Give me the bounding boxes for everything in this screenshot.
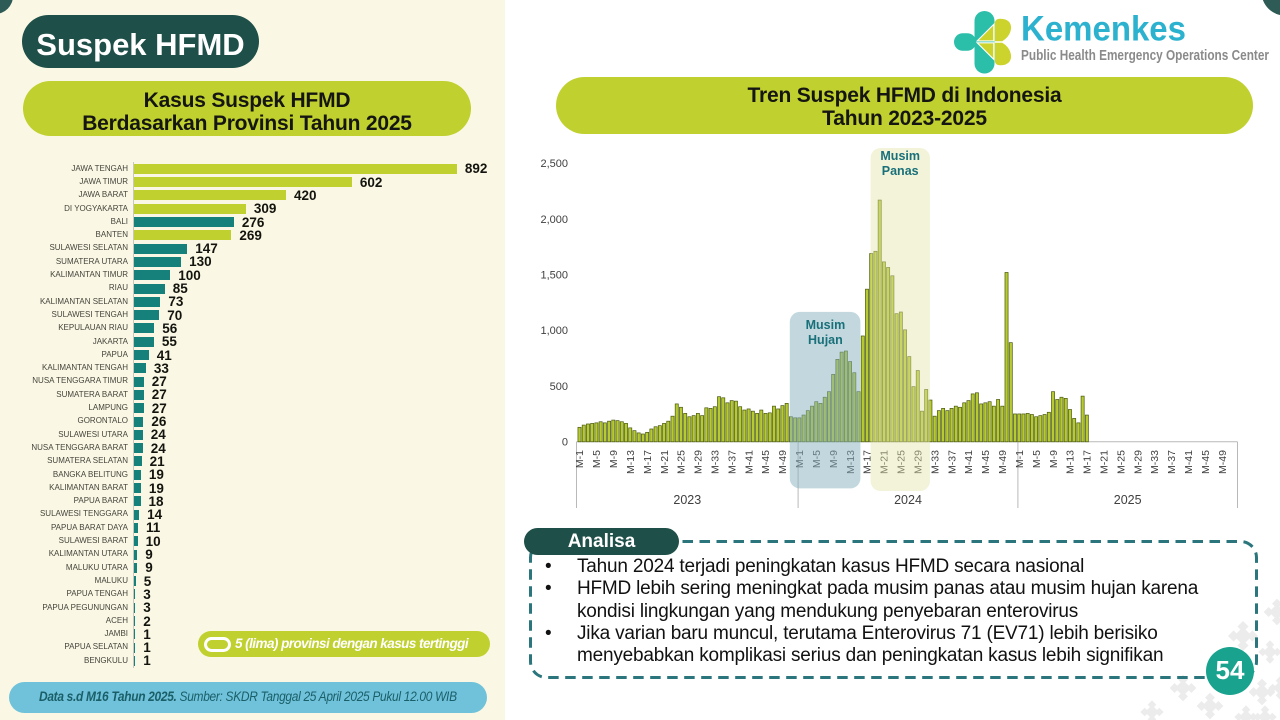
svg-text:M-41: M-41 xyxy=(963,450,975,474)
svg-text:M-1: M-1 xyxy=(574,450,586,468)
svg-text:M-37: M-37 xyxy=(1166,450,1178,474)
svg-text:M-21: M-21 xyxy=(879,450,891,474)
svg-text:Musim: Musim xyxy=(880,149,920,163)
svg-text:M-17: M-17 xyxy=(642,450,654,474)
svg-text:500: 500 xyxy=(550,381,568,393)
svg-text:M-17: M-17 xyxy=(1082,450,1094,474)
svg-text:M-25: M-25 xyxy=(1115,450,1127,474)
svg-text:Kemenkes: Kemenkes xyxy=(1021,10,1186,49)
svg-text:M-5: M-5 xyxy=(1031,450,1043,468)
svg-text:M-45: M-45 xyxy=(1200,450,1212,474)
svg-text:M-33: M-33 xyxy=(929,450,941,474)
svg-text:Public Health Emergency Operat: Public Health Emergency Operations Cente… xyxy=(1021,48,1269,64)
svg-text:M-49: M-49 xyxy=(1217,450,1229,474)
svg-text:M-21: M-21 xyxy=(659,450,671,474)
svg-text:M-13: M-13 xyxy=(625,450,637,474)
svg-text:M-25: M-25 xyxy=(676,450,688,474)
svg-text:M-41: M-41 xyxy=(743,450,755,474)
svg-text:M-41: M-41 xyxy=(1183,450,1195,474)
svg-text:0: 0 xyxy=(562,437,568,449)
svg-text:M-29: M-29 xyxy=(913,450,925,474)
svg-text:M-37: M-37 xyxy=(946,450,958,474)
svg-text:M-25: M-25 xyxy=(896,450,908,474)
svg-text:1,500: 1,500 xyxy=(540,270,568,282)
svg-text:M-5: M-5 xyxy=(591,450,603,468)
svg-text:M-33: M-33 xyxy=(710,450,722,474)
svg-text:M-9: M-9 xyxy=(1048,450,1060,468)
svg-text:M-13: M-13 xyxy=(1065,450,1077,474)
svg-text:2023: 2023 xyxy=(673,493,701,507)
svg-text:M-9: M-9 xyxy=(608,450,620,468)
svg-text:M-33: M-33 xyxy=(1149,450,1161,474)
svg-text:M-49: M-49 xyxy=(777,450,789,474)
svg-text:M-1: M-1 xyxy=(1014,450,1026,468)
svg-text:2024: 2024 xyxy=(894,493,922,507)
svg-text:M-45: M-45 xyxy=(760,450,772,474)
svg-text:M-37: M-37 xyxy=(726,450,738,474)
svg-text:Musim: Musim xyxy=(806,318,846,332)
svg-text:2025: 2025 xyxy=(1114,493,1142,507)
svg-text:M-29: M-29 xyxy=(1132,450,1144,474)
svg-text:Panas: Panas xyxy=(882,164,919,178)
svg-text:Hujan: Hujan xyxy=(808,333,843,347)
svg-text:M-17: M-17 xyxy=(862,450,874,474)
svg-text:2,000: 2,000 xyxy=(540,214,568,226)
svg-text:M-29: M-29 xyxy=(693,450,705,474)
svg-text:M-21: M-21 xyxy=(1099,450,1111,474)
svg-text:M-49: M-49 xyxy=(997,450,1009,474)
svg-text:2,500: 2,500 xyxy=(540,158,568,170)
svg-text:M-45: M-45 xyxy=(980,450,992,474)
svg-text:1,000: 1,000 xyxy=(540,325,568,337)
